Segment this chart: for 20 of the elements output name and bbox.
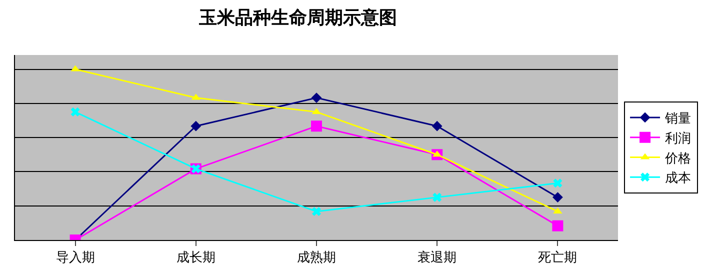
- point: [552, 220, 564, 232]
- legend-label: 成本: [665, 171, 692, 186]
- point: [70, 107, 80, 116]
- legend-label: 利润: [665, 131, 692, 146]
- point: [432, 192, 442, 202]
- legend-label: 销量: [664, 112, 692, 127]
- point: [311, 92, 322, 103]
- point: [312, 206, 322, 216]
- point: [552, 192, 563, 203]
- legend-label: 价格: [664, 151, 692, 166]
- point: [190, 120, 202, 132]
- point: [553, 178, 562, 188]
- x-tick-label: 成长期: [176, 250, 216, 266]
- x-tick-label: 衰退期: [418, 250, 457, 266]
- x-tick-label: 导入期: [56, 250, 95, 266]
- chart-title: 玉米品种生命周期示意图: [198, 8, 398, 29]
- x-tick-label: 死亡期: [538, 250, 578, 266]
- point: [432, 120, 442, 132]
- point: [311, 120, 322, 132]
- x-tick-label: 成熟期: [297, 250, 336, 266]
